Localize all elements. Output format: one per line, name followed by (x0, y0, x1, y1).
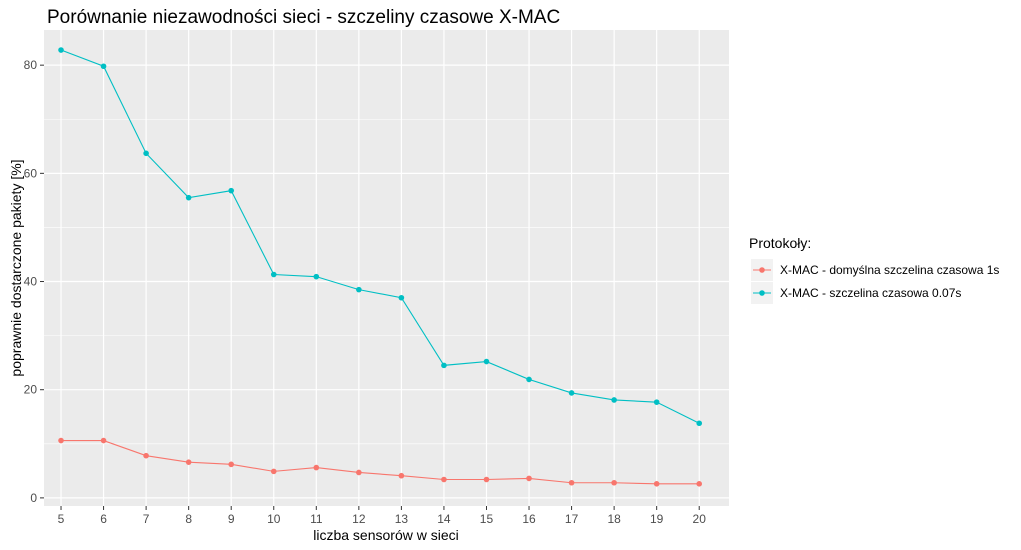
series-1-point (653, 481, 660, 487)
legend-label: X-MAC - domyślna szczelina czasowa 1s (780, 263, 999, 277)
series-1-point (696, 481, 703, 487)
x-tick-label: 17 (565, 512, 579, 526)
series-2-point (313, 273, 320, 280)
series-1-point (611, 479, 617, 486)
series-1-point (568, 479, 575, 486)
series-line-2 (60, 49, 700, 424)
major-gridlines (44, 30, 729, 506)
chart-title: Porównanie niezawodności sieci - szczeli… (47, 7, 560, 28)
y-axis-title: poprawnie dostarczone pakiety [%] (8, 159, 24, 376)
legend-title: Protokoły: (749, 235, 811, 251)
x-tick-label: 16 (522, 512, 536, 526)
y-tick-label: 0 (30, 491, 37, 505)
series-2-point (526, 376, 532, 383)
minor-gridlines (44, 118, 729, 445)
series-2-point (568, 390, 575, 396)
x-tick-label: 11 (310, 512, 323, 526)
series-2-point (398, 294, 405, 301)
series-2-point (483, 358, 490, 365)
series-1-point (398, 472, 405, 479)
legend: Protokoły: X-MAC - domyślna szczelina cz… (749, 235, 999, 304)
series-layer (58, 47, 703, 487)
x-tick-label: 8 (185, 512, 192, 526)
y-tick-label: 40 (24, 275, 38, 289)
x-tick-label: 20 (693, 512, 707, 526)
plot-panel (44, 30, 729, 506)
x-axis-title: liczba sensorów w sieci (313, 527, 459, 543)
legend-key-point (759, 290, 765, 296)
series-2-point (611, 397, 617, 403)
series-2-point (228, 187, 235, 194)
y-tick-label: 80 (24, 58, 38, 72)
x-tick-label: 5 (58, 512, 65, 526)
series-1-point (356, 469, 362, 476)
y-tick-label: 60 (24, 166, 38, 180)
series-2-point (58, 47, 64, 53)
series-1-point (313, 464, 320, 471)
y-tick-label: 20 (24, 383, 38, 397)
x-tick-label: 15 (480, 512, 494, 526)
axes: 0 20 40 60 80 5 6 7 8 9 10 11 12 13 14 15 16 17 18 19 20 (24, 58, 707, 526)
series-2-point (270, 271, 277, 278)
series-1-point (100, 437, 107, 444)
series-2-point (143, 150, 149, 157)
series-2-point (185, 194, 192, 201)
x-tick-label: 6 (100, 512, 107, 526)
x-tick-label: 13 (395, 512, 409, 526)
x-tick-label: 7 (143, 512, 150, 526)
x-tick-label: 9 (228, 512, 235, 526)
x-tick-label: 19 (650, 512, 664, 526)
series-1-point (58, 437, 64, 444)
x-tick-label: 18 (607, 512, 621, 526)
legend-label: X-MAC - szczelina czasowa 0.07s (780, 286, 961, 300)
series-1-point (143, 452, 149, 459)
series-2-point (441, 362, 447, 369)
series-2-point (100, 63, 107, 70)
series-1-point (228, 461, 235, 468)
series-2-point (356, 286, 362, 293)
series-line-1 (61, 439, 700, 485)
x-tick-label: 12 (352, 512, 366, 526)
series-1-point (270, 468, 277, 475)
series-1-point (526, 475, 532, 482)
series-2-point (653, 399, 660, 405)
legend-key-point (759, 267, 765, 273)
series-1-point (441, 476, 447, 483)
series-1-point (483, 476, 490, 483)
x-tick-label: 14 (437, 512, 451, 526)
series-1-point (185, 459, 192, 465)
series-2-point (696, 420, 703, 427)
legend-items: X-MAC - domyślna szczelina czasowa 1s X-M… (751, 259, 999, 304)
x-tick-label: 10 (267, 512, 281, 526)
